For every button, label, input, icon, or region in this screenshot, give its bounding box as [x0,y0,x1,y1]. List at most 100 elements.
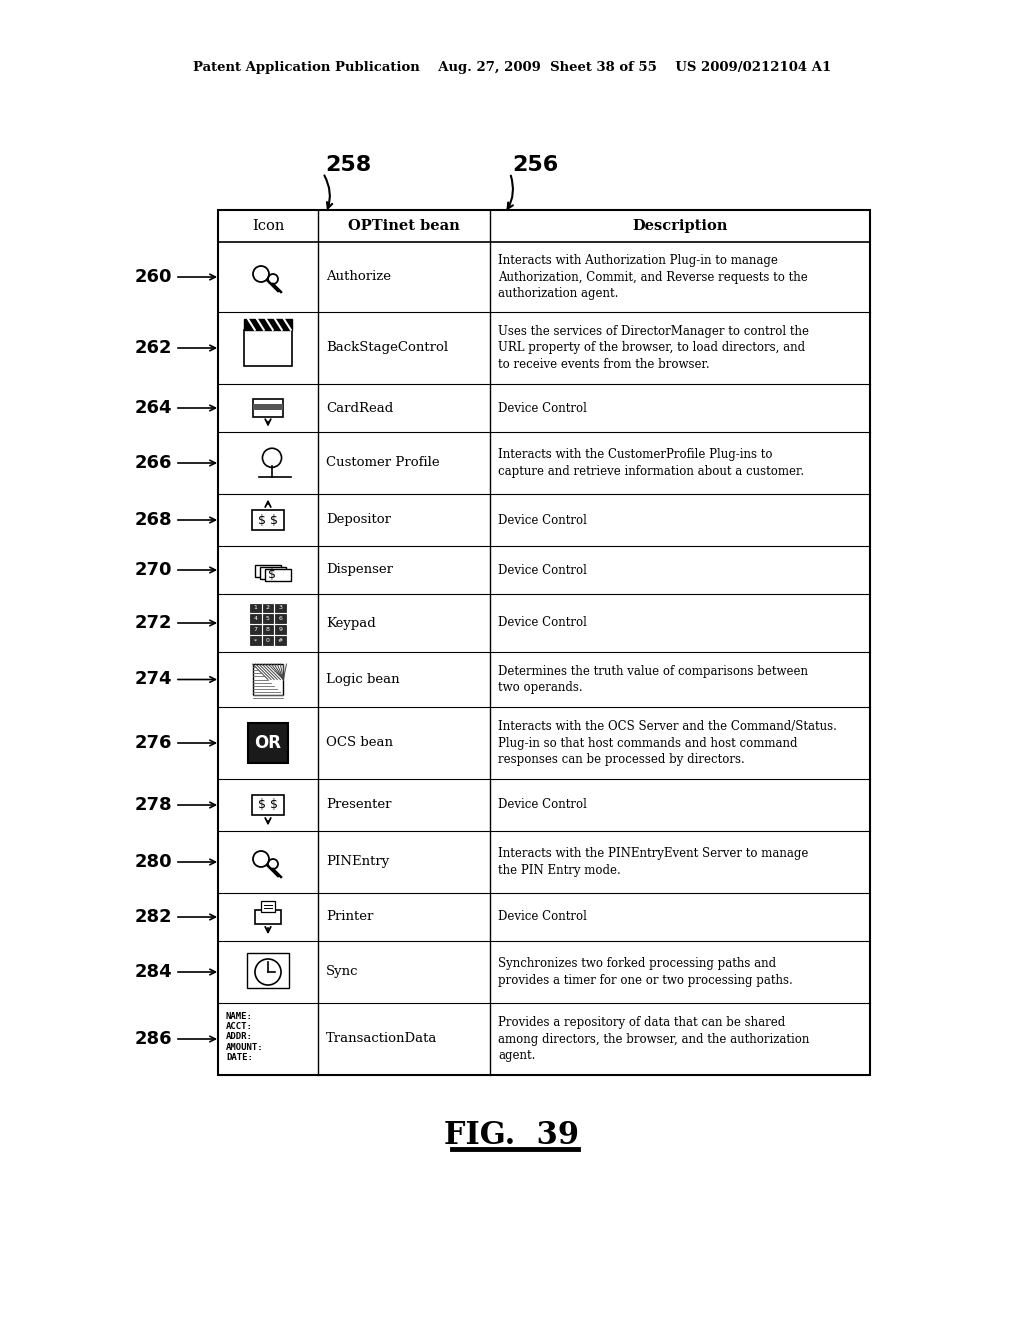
Bar [253,664,284,694]
Bar [263,636,273,645]
Text: 280: 280 [134,853,172,871]
Text: $: $ [268,568,276,581]
Text: Device Control: Device Control [498,513,587,527]
Bar [275,614,286,623]
Text: Device Control: Device Control [498,799,587,812]
Text: ADDR:: ADDR: [226,1032,253,1041]
Text: Provides a repository of data that can be shared
among directors, the browser, a: Provides a repository of data that can b… [498,1016,809,1063]
Text: Description: Description [632,219,728,234]
Text: Logic bean: Logic bean [326,673,399,686]
Text: 256: 256 [512,154,558,176]
Text: 276: 276 [134,734,172,752]
Text: 262: 262 [134,339,172,356]
Bar [253,399,283,417]
Bar [255,565,282,577]
Text: Synchronizes two forked processing paths and
provides a timer for one or two pro: Synchronizes two forked processing paths… [498,957,793,987]
Text: NAME:: NAME: [226,1011,253,1020]
Bar [275,626,286,635]
Text: 284: 284 [134,964,172,981]
Text: $: $ [270,513,279,527]
Bar [275,636,286,645]
Text: Patent Application Publication    Aug. 27, 2009  Sheet 38 of 55    US 2009/02121: Patent Application Publication Aug. 27, … [193,62,831,74]
Text: Sync: Sync [326,965,358,978]
Text: TransactionData: TransactionData [326,1032,437,1045]
Bar [259,566,287,578]
Text: Uses the services of DirectorManager to control the
URL property of the browser,: Uses the services of DirectorManager to … [498,325,809,371]
Text: Presenter: Presenter [326,799,391,812]
Text: #: # [278,639,284,643]
Text: 9: 9 [279,627,283,632]
Text: 258: 258 [325,154,372,176]
Text: Interacts with the PINEntryEvent Server to manage
the PIN Entry mode.: Interacts with the PINEntryEvent Server … [498,847,808,876]
Text: 274: 274 [134,671,172,689]
Text: ACCT:: ACCT: [226,1022,253,1031]
Bar [275,603,286,612]
Text: 286: 286 [134,1030,172,1048]
Text: Printer: Printer [326,911,374,924]
Text: PINEntry: PINEntry [326,855,389,869]
Text: 5: 5 [266,616,270,622]
Bar [218,210,870,1074]
Text: 282: 282 [134,908,172,927]
Bar [263,626,273,635]
Bar [252,795,284,816]
Bar [264,569,292,581]
Text: AMOUNT:: AMOUNT: [226,1043,263,1052]
Text: BackStageControl: BackStageControl [326,342,449,355]
Bar [250,636,261,645]
Text: 266: 266 [134,454,172,473]
Text: DATE:: DATE: [226,1053,253,1063]
Bar [253,404,283,411]
Bar [244,330,292,366]
Text: 270: 270 [134,561,172,579]
Text: Interacts with the CustomerProfile Plug-ins to
capture and retrieve information : Interacts with the CustomerProfile Plug-… [498,449,804,478]
Text: Dispenser: Dispenser [326,564,393,577]
Bar [263,614,273,623]
Text: Device Control: Device Control [498,401,587,414]
Text: Depositor: Depositor [326,513,391,527]
Text: 260: 260 [134,268,172,286]
Text: Interacts with Authorization Plug-in to manage
Authorization, Commit, and Revers: Interacts with Authorization Plug-in to … [498,253,808,300]
Text: Device Control: Device Control [498,616,587,630]
Bar [250,603,261,612]
Bar [252,510,284,531]
Text: OCS bean: OCS bean [326,737,393,750]
Text: 1: 1 [254,606,257,610]
Circle shape [255,958,281,985]
Text: $: $ [258,513,265,527]
Bar [255,911,282,924]
Text: 7: 7 [253,627,257,632]
Bar [263,603,273,612]
Bar [244,318,292,330]
Text: FIG.  39: FIG. 39 [444,1119,580,1151]
Bar [248,723,288,763]
Text: Determines the truth value of comparisons between
two operands.: Determines the truth value of comparison… [498,665,808,694]
Text: 0: 0 [266,639,270,643]
Text: 6: 6 [279,616,283,622]
Text: $: $ [258,799,265,812]
Text: 264: 264 [134,399,172,417]
Text: 278: 278 [134,796,172,814]
Text: 268: 268 [134,511,172,529]
Bar [250,626,261,635]
Text: 3: 3 [279,606,283,610]
Text: 8: 8 [266,627,270,632]
Text: Interacts with the OCS Server and the Command/Status.
Plug-in so that host comma: Interacts with the OCS Server and the Co… [498,719,837,766]
Text: Customer Profile: Customer Profile [326,457,439,470]
Text: Authorize: Authorize [326,271,391,284]
Text: Device Control: Device Control [498,911,587,924]
Bar [247,953,289,987]
Text: *: * [254,639,257,643]
Text: CardRead: CardRead [326,401,393,414]
Text: Icon: Icon [252,219,285,234]
Text: Device Control: Device Control [498,564,587,577]
Text: 2: 2 [266,606,270,610]
Text: 4: 4 [253,616,257,622]
Text: OR: OR [255,734,282,752]
Text: 272: 272 [134,614,172,632]
Text: $: $ [270,799,279,812]
Bar [261,900,274,912]
Text: Keypad: Keypad [326,616,376,630]
Text: OPTinet bean: OPTinet bean [348,219,460,234]
Bar [250,614,261,623]
